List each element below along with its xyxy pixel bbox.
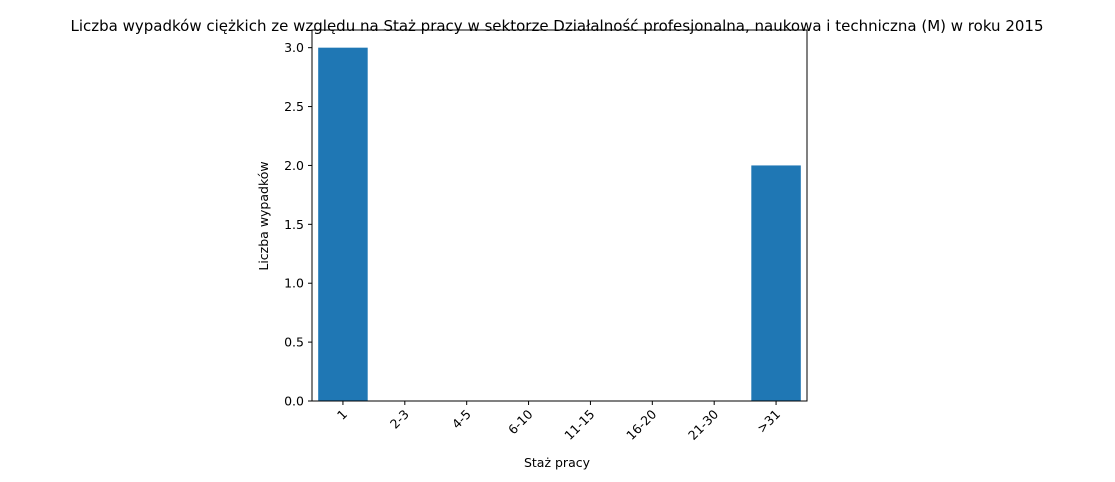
y-tick-label: 1.5 [284, 217, 304, 232]
y-tick-label: 0.0 [284, 394, 304, 409]
y-tick-label: 1.0 [284, 276, 304, 291]
y-tick-label: 3.0 [284, 40, 304, 55]
bar-1 [318, 47, 368, 402]
bar->31 [751, 165, 801, 401]
y-axis-label: Liczba wypadków [256, 161, 271, 270]
chart-title: Liczba wypadków ciężkich ze względu na S… [70, 17, 1043, 35]
x-axis-label: Staż pracy [524, 455, 591, 470]
y-tick-label: 2.5 [284, 99, 304, 114]
axes-frame [311, 29, 808, 402]
y-tick-label: 2.0 [284, 158, 304, 173]
y-tick-label: 0.5 [284, 335, 304, 350]
